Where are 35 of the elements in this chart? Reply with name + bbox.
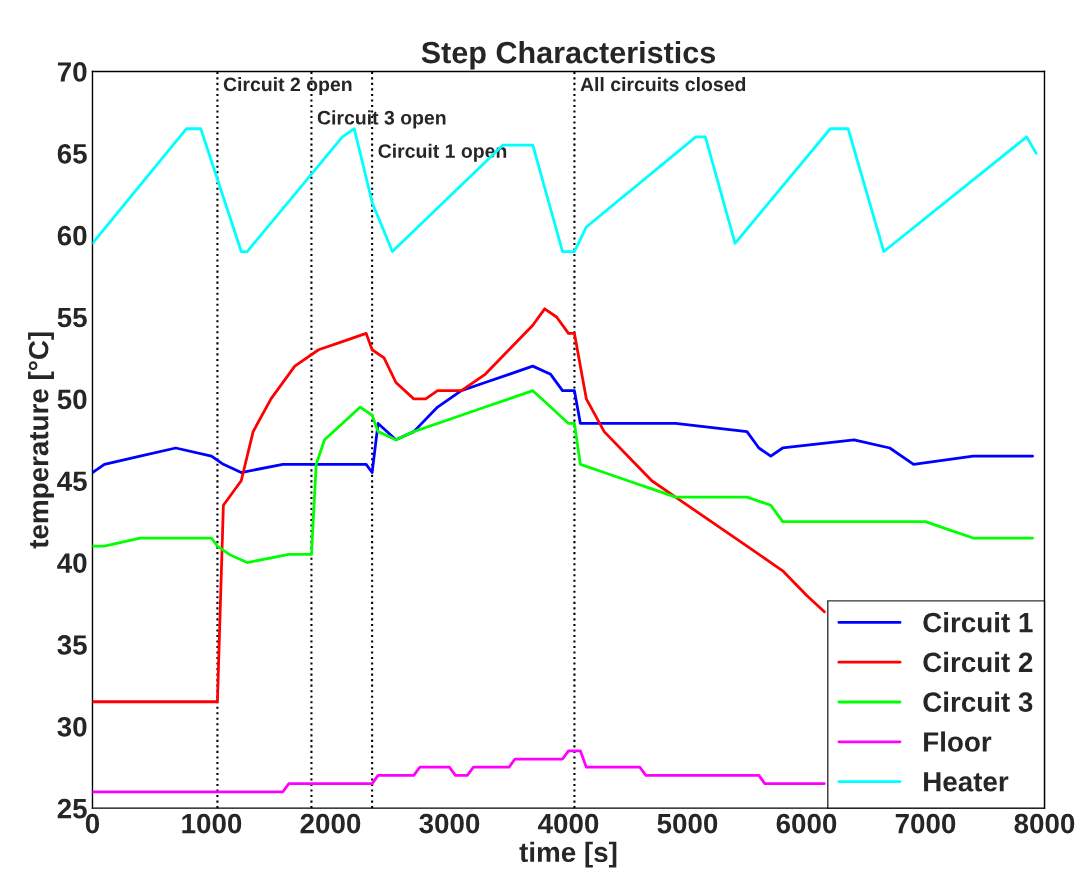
- legend-label: Circuit 2: [923, 651, 1033, 673]
- y-tick-label: 70: [57, 62, 87, 82]
- legend-label: Circuit 1: [923, 612, 1033, 633]
- line-series: [92, 389, 1034, 564]
- x-tick-label: 0: [85, 813, 100, 834]
- line-series: [92, 127, 1038, 253]
- x-tick-label: 5000: [657, 813, 718, 834]
- chart-title: Step Characteristics: [421, 40, 715, 70]
- y-tick-label: 25: [57, 798, 87, 819]
- y-tick-label: 30: [57, 716, 87, 737]
- x-axis-title: time [s]: [519, 841, 617, 868]
- line-series: [92, 364, 1034, 474]
- y-tick-label: 45: [57, 471, 87, 492]
- ref-line-label: All circuits closed: [580, 77, 746, 92]
- y-tick-label: 50: [57, 389, 87, 410]
- x-tick-label: 8000: [1014, 813, 1075, 834]
- y-tick-label: 35: [57, 635, 87, 655]
- x-tick-label: 1000: [182, 813, 242, 834]
- y-tick-label: 55: [57, 307, 87, 328]
- legend-label: Floor: [924, 731, 992, 752]
- y-tick-label: 40: [57, 553, 87, 573]
- y-tick-label: 60: [57, 225, 87, 246]
- y-axis-title: temperature [°C]: [28, 332, 54, 549]
- y-tick-label: 65: [57, 143, 87, 164]
- legend-label: Circuit 3: [923, 691, 1033, 713]
- x-tick-label: 6000: [776, 813, 837, 834]
- line-series: [92, 749, 826, 794]
- x-tick-label: 4000: [538, 813, 599, 834]
- x-tick-label: 2000: [300, 813, 361, 834]
- x-tick-label: 7000: [895, 813, 956, 834]
- line-series: [92, 307, 826, 704]
- x-tick-label: 3000: [419, 813, 480, 834]
- ref-line-label: Circuit 2 open: [223, 77, 352, 96]
- legend-label: Heater: [924, 772, 1009, 792]
- ref-line-label: Circuit 3 open: [317, 110, 446, 129]
